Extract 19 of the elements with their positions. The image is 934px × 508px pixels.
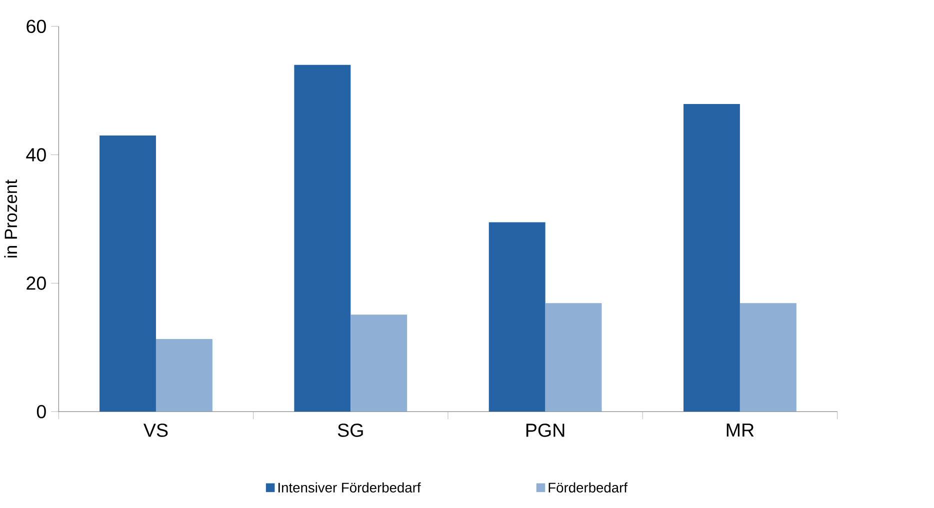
x-tick-label: MR (726, 424, 754, 437)
bar (488, 222, 546, 412)
y-tick-label: 0 (36, 405, 46, 418)
bar (100, 136, 156, 412)
bar (684, 104, 740, 412)
x-tick-label: PGN (526, 424, 564, 438)
x-tick-label: SG (338, 424, 363, 438)
bar (350, 314, 408, 412)
bar (156, 339, 212, 412)
y-tick-label: 20 (26, 276, 46, 290)
bar (545, 303, 602, 412)
y-tick-label: 60 (26, 20, 46, 34)
y-axis-title: in Prozent (4, 180, 18, 258)
legend-label: Förderbedarf (548, 482, 628, 493)
y-tick-label: 40 (26, 148, 46, 162)
x-tick-label: VS (143, 424, 168, 438)
legend-label: Intensiver Förderbedarf (278, 482, 421, 493)
bar (294, 65, 351, 412)
bar (740, 303, 796, 412)
